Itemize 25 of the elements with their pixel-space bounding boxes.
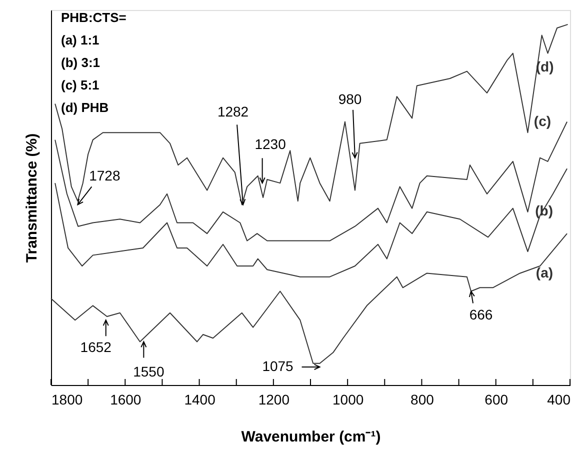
annotation: (a) 1:1 — [61, 32, 100, 48]
series-label: (c) — [534, 112, 552, 129]
x-tick-label: 400 — [547, 392, 571, 408]
series-label: (a) — [536, 264, 554, 281]
annotation: 1652 — [80, 339, 112, 356]
x-tick-label: 1800 — [52, 392, 83, 408]
annotation: 1550 — [133, 364, 164, 380]
annotation: 1282 — [217, 104, 249, 120]
annotation: 666 — [469, 306, 493, 322]
annotation: 1728 — [89, 168, 120, 184]
annotation: 1230 — [254, 136, 286, 152]
annotation: 1075 — [262, 358, 294, 374]
x-tick-label: 800 — [410, 392, 434, 408]
annotation: (b) 3:1 — [61, 55, 100, 70]
annotation: PHB:CTS= — [61, 10, 127, 25]
annotation: (c) 5:1 — [61, 78, 100, 92]
annotation: (d) PHB — [61, 100, 109, 115]
x-tick-label: 1400 — [184, 392, 216, 408]
x-tick-label: 1200 — [258, 392, 290, 408]
x-tick-label: 600 — [484, 392, 508, 408]
annotation: 980 — [338, 90, 362, 107]
y-axis-title: Transmittance (%) — [24, 133, 40, 263]
x-tick-label: 1600 — [110, 392, 142, 408]
x-tick-label: 1000 — [332, 392, 364, 408]
x-axis-title: Wavenumber (cm⁻¹) — [241, 428, 381, 446]
